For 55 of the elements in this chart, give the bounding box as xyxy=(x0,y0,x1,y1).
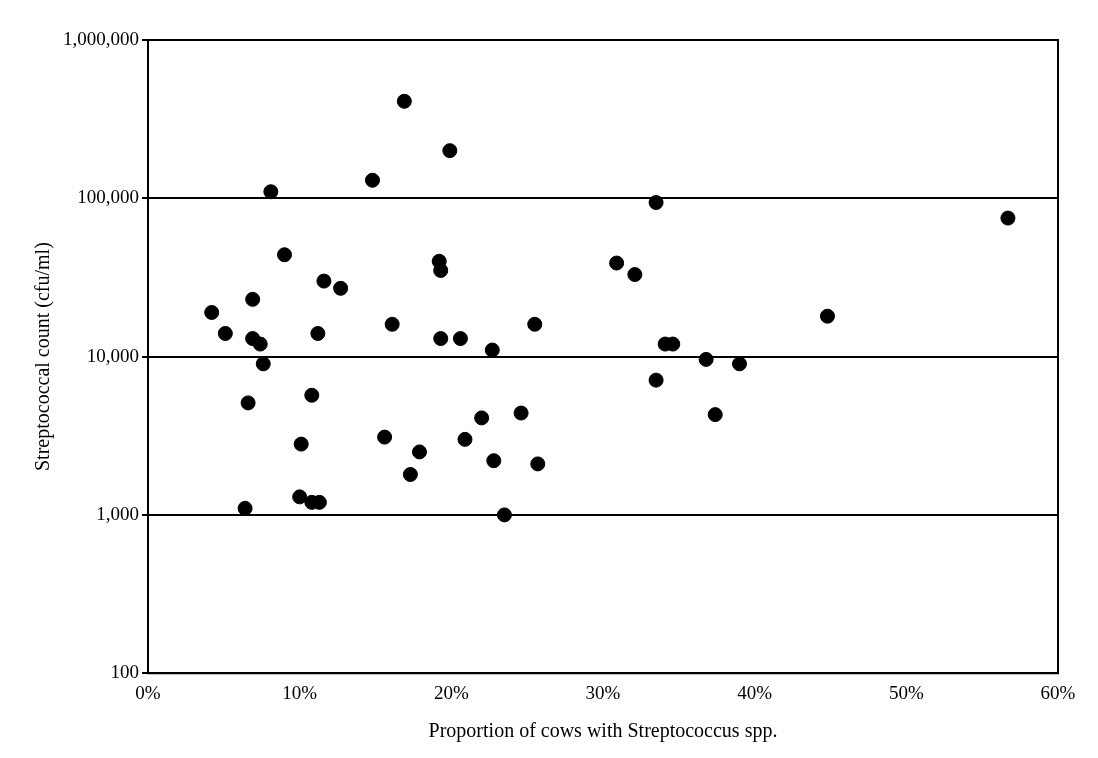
point xyxy=(513,405,529,421)
point xyxy=(484,342,500,358)
y-tick-label: 100,000 xyxy=(77,186,139,208)
point xyxy=(252,336,268,352)
point xyxy=(648,372,664,388)
y-tick-label: 10,000 xyxy=(86,344,139,366)
y-tick-label: 1,000 xyxy=(96,502,139,524)
point xyxy=(457,431,473,447)
point xyxy=(304,387,320,403)
point xyxy=(240,395,256,411)
y-tick-label: 1,000,000 xyxy=(63,27,139,49)
x-tick-label: 20% xyxy=(433,681,469,703)
point xyxy=(648,195,664,211)
point xyxy=(402,466,418,482)
point xyxy=(316,273,332,289)
x-tick-label: 40% xyxy=(737,681,773,703)
y-axis-title: Streptococcal count (cfu/ml) xyxy=(31,242,55,472)
x-tick-label: 0% xyxy=(135,681,161,703)
x-tick-label: 50% xyxy=(888,681,924,703)
point xyxy=(396,93,412,109)
point xyxy=(310,325,326,341)
point xyxy=(433,331,449,347)
point xyxy=(474,410,490,426)
point xyxy=(527,316,543,332)
point xyxy=(1000,210,1016,226)
point xyxy=(377,429,393,445)
point xyxy=(245,291,261,307)
point xyxy=(609,255,625,271)
point xyxy=(486,453,502,469)
x-tick-label: 60% xyxy=(1040,681,1076,703)
point xyxy=(496,507,512,523)
point xyxy=(384,316,400,332)
point xyxy=(732,356,747,372)
point xyxy=(333,280,349,296)
point xyxy=(452,331,468,347)
point xyxy=(411,444,427,460)
x-tick-label: 10% xyxy=(282,681,318,703)
point xyxy=(204,304,220,320)
point xyxy=(627,267,643,283)
point xyxy=(698,351,714,367)
point xyxy=(292,489,308,505)
point xyxy=(255,356,271,372)
point xyxy=(364,172,380,188)
y-tick-label: 100 xyxy=(110,661,139,683)
point xyxy=(819,308,835,324)
point xyxy=(277,247,292,263)
point xyxy=(442,143,458,159)
point xyxy=(293,436,309,452)
point xyxy=(530,456,546,472)
x-tick-label: 30% xyxy=(585,681,621,703)
point xyxy=(237,500,253,516)
point xyxy=(263,184,279,200)
x-axis-title: Proportion of cows with Streptococcus spp. xyxy=(428,719,778,743)
point xyxy=(707,407,723,423)
point xyxy=(217,325,233,341)
